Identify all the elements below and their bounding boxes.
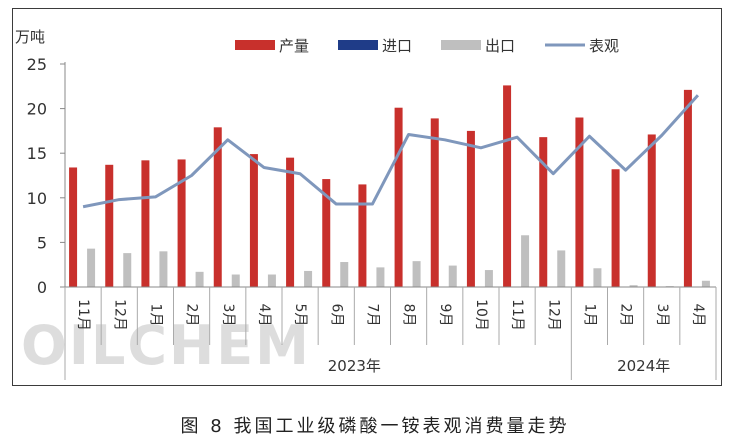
bar-production xyxy=(394,107,403,287)
x-tick-label: 6月 xyxy=(328,304,344,327)
bar-production xyxy=(249,154,258,287)
y-axis: 万吨 0 5 10 15 20 25 xyxy=(15,28,66,297)
bar-export xyxy=(521,235,530,287)
bars xyxy=(69,85,710,288)
bar-export xyxy=(593,268,602,287)
bar-production xyxy=(430,118,439,287)
bar-production xyxy=(213,127,222,287)
bar-export xyxy=(629,285,638,287)
y-tick-label: 25 xyxy=(27,55,47,74)
x-tick-label: 11月 xyxy=(75,299,91,331)
bar-production xyxy=(466,130,475,287)
x-tick-label: 4月 xyxy=(690,304,706,327)
bar-production xyxy=(322,179,331,287)
watermark: OILCHEM xyxy=(21,314,311,377)
bar-export xyxy=(267,274,276,287)
y-tick-label: 0 xyxy=(37,278,47,297)
chart: OILCHEM 产量 进口 出口 表观 万吨 0 5 10 15 20 25 11月 12月 1月 2月… xyxy=(15,28,717,380)
bar-export xyxy=(159,251,168,287)
bar-production xyxy=(69,167,78,287)
legend-label: 进口 xyxy=(382,37,412,55)
year-label: 2024年 xyxy=(617,357,670,375)
chart-frame: OILCHEM 产量 进口 出口 表观 万吨 0 5 10 15 20 25 11月 12月 1月 2月… xyxy=(12,8,722,386)
bar-production xyxy=(539,137,548,287)
bar-export xyxy=(557,250,566,287)
bar-export xyxy=(340,262,349,287)
bar-production xyxy=(611,169,620,287)
x-tick-label: 12月 xyxy=(545,299,561,331)
legend-label: 表观 xyxy=(589,37,619,55)
x-tick-label: 5月 xyxy=(292,304,308,327)
x-tick-label: 11月 xyxy=(509,299,525,331)
legend-label: 产量 xyxy=(279,37,309,55)
bar-production xyxy=(358,184,367,287)
bar-production xyxy=(177,159,186,287)
bar-production xyxy=(105,164,114,287)
bar-export xyxy=(701,280,710,287)
x-tick-label: 7月 xyxy=(364,304,380,327)
x-tick-label: 3月 xyxy=(654,304,670,327)
bar-export xyxy=(376,267,385,287)
bar-export xyxy=(231,274,240,287)
figure-caption: 图 8 我国工业级磷酸一铵表观消费量走势 xyxy=(180,416,570,437)
bar-export xyxy=(123,253,132,287)
x-tick-label: 8月 xyxy=(401,304,417,327)
legend-swatch xyxy=(441,40,481,50)
bar-export xyxy=(87,248,96,287)
bar-production xyxy=(503,85,512,288)
y-tick-label: 5 xyxy=(37,233,47,252)
bar-production xyxy=(647,134,656,287)
x-tick-label: 12月 xyxy=(111,299,127,331)
bar-production xyxy=(286,157,295,287)
bar-production xyxy=(683,89,692,287)
legend: 产量 进口 出口 表观 xyxy=(235,37,619,55)
bar-export xyxy=(412,261,421,287)
bar-export xyxy=(484,270,493,287)
y-tick-label: 10 xyxy=(27,189,47,208)
bar-production xyxy=(575,117,584,288)
x-tick-label: 9月 xyxy=(437,304,453,327)
y-unit-label: 万吨 xyxy=(15,28,45,46)
x-tick-label: 1月 xyxy=(581,304,597,327)
legend-swatch xyxy=(338,40,378,50)
legend-swatch xyxy=(235,40,275,50)
year-label: 2023年 xyxy=(328,357,381,375)
line-apparent-consumption xyxy=(82,94,700,209)
x-tick-label: 10月 xyxy=(473,299,489,331)
bar-export xyxy=(304,270,313,287)
x-tick-label: 3月 xyxy=(220,304,236,327)
legend-label: 出口 xyxy=(485,37,515,55)
x-tick-label: 1月 xyxy=(147,304,163,327)
y-tick-label: 20 xyxy=(27,100,47,119)
x-axis: 11月 12月 1月 2月 3月 4月 5月 6月 7月 8月 9月 10月 11月 12月 1月 2月 3月 4… xyxy=(64,286,717,380)
bar-export xyxy=(195,271,204,287)
y-tick-label: 15 xyxy=(27,144,47,163)
line-series xyxy=(82,94,700,209)
x-tick-label: 2月 xyxy=(618,304,634,327)
bar-export xyxy=(448,265,457,287)
x-tick-label: 2月 xyxy=(184,304,200,327)
x-tick-label: 4月 xyxy=(256,304,272,327)
bar-production xyxy=(141,160,150,287)
